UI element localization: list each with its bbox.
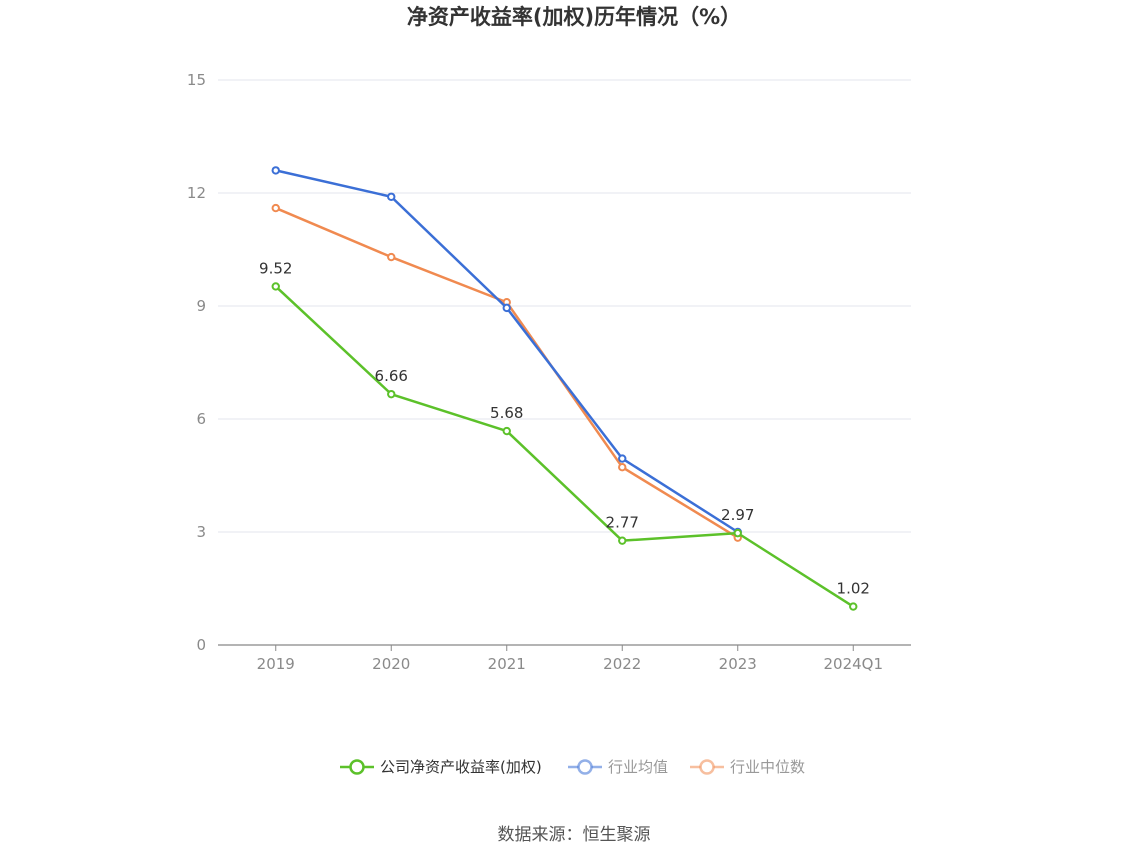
series-line-0 bbox=[274, 285, 854, 608]
legend-item-0[interactable]: 公司净资产收益率(加权) bbox=[340, 758, 542, 776]
data-point bbox=[387, 192, 396, 201]
data-label: 6.66 bbox=[375, 367, 408, 385]
x-tick-label: 2020 bbox=[372, 655, 410, 673]
x-tick-label: 2023 bbox=[719, 655, 757, 673]
y-tick-label: 9 bbox=[196, 297, 206, 315]
data-point bbox=[502, 303, 511, 313]
y-tick-label: 15 bbox=[187, 71, 206, 89]
data-label: 5.68 bbox=[490, 404, 523, 422]
data-point bbox=[271, 203, 280, 213]
x-tick-label: 2021 bbox=[488, 655, 526, 673]
data-point bbox=[271, 282, 280, 291]
legend-item-1[interactable]: 行业均值 bbox=[568, 758, 668, 776]
legend-label: 行业均值 bbox=[608, 758, 668, 776]
data-point bbox=[271, 166, 280, 175]
chart-title: 净资产收益率(加权)历年情况（%） bbox=[407, 5, 741, 29]
data-label: 2.97 bbox=[721, 506, 754, 524]
legend-label: 公司净资产收益率(加权) bbox=[380, 758, 542, 776]
data-point bbox=[733, 528, 742, 538]
data-point bbox=[618, 463, 627, 472]
y-tick-label: 3 bbox=[196, 523, 206, 541]
data-point bbox=[387, 389, 396, 399]
grid: 0 3 6 9 12 15 2019 2020 2021 2022 2023 2024Q1 bbox=[187, 71, 911, 673]
data-labels: 9.52 6.66 5.68 2.77 2.97 1.02 bbox=[259, 259, 870, 597]
x-tick-label: 2022 bbox=[603, 655, 641, 673]
data-point bbox=[618, 454, 627, 463]
data-point bbox=[618, 536, 627, 545]
x-tick-label: 2024Q1 bbox=[823, 655, 883, 673]
data-label: 2.77 bbox=[606, 514, 639, 532]
data-point bbox=[387, 252, 396, 262]
legend-item-2[interactable]: 行业中位数 bbox=[690, 758, 805, 776]
source-note: 数据来源：恒生聚源 bbox=[498, 825, 651, 845]
series-group bbox=[271, 166, 858, 611]
data-point bbox=[849, 602, 858, 611]
data-label: 1.02 bbox=[837, 580, 870, 598]
y-tick-label: 0 bbox=[196, 636, 206, 654]
data-point bbox=[502, 426, 511, 436]
data-label: 9.52 bbox=[259, 259, 292, 277]
x-tick-label: 2019 bbox=[257, 655, 295, 673]
legend: 公司净资产收益率(加权) 行业均值 行业中位数 bbox=[340, 758, 805, 776]
y-tick-label: 12 bbox=[187, 184, 206, 202]
legend-marker bbox=[577, 759, 593, 775]
legend-marker bbox=[349, 759, 365, 775]
y-tick-label: 6 bbox=[196, 410, 206, 428]
legend-marker bbox=[699, 759, 715, 775]
legend-label: 行业中位数 bbox=[730, 758, 805, 776]
